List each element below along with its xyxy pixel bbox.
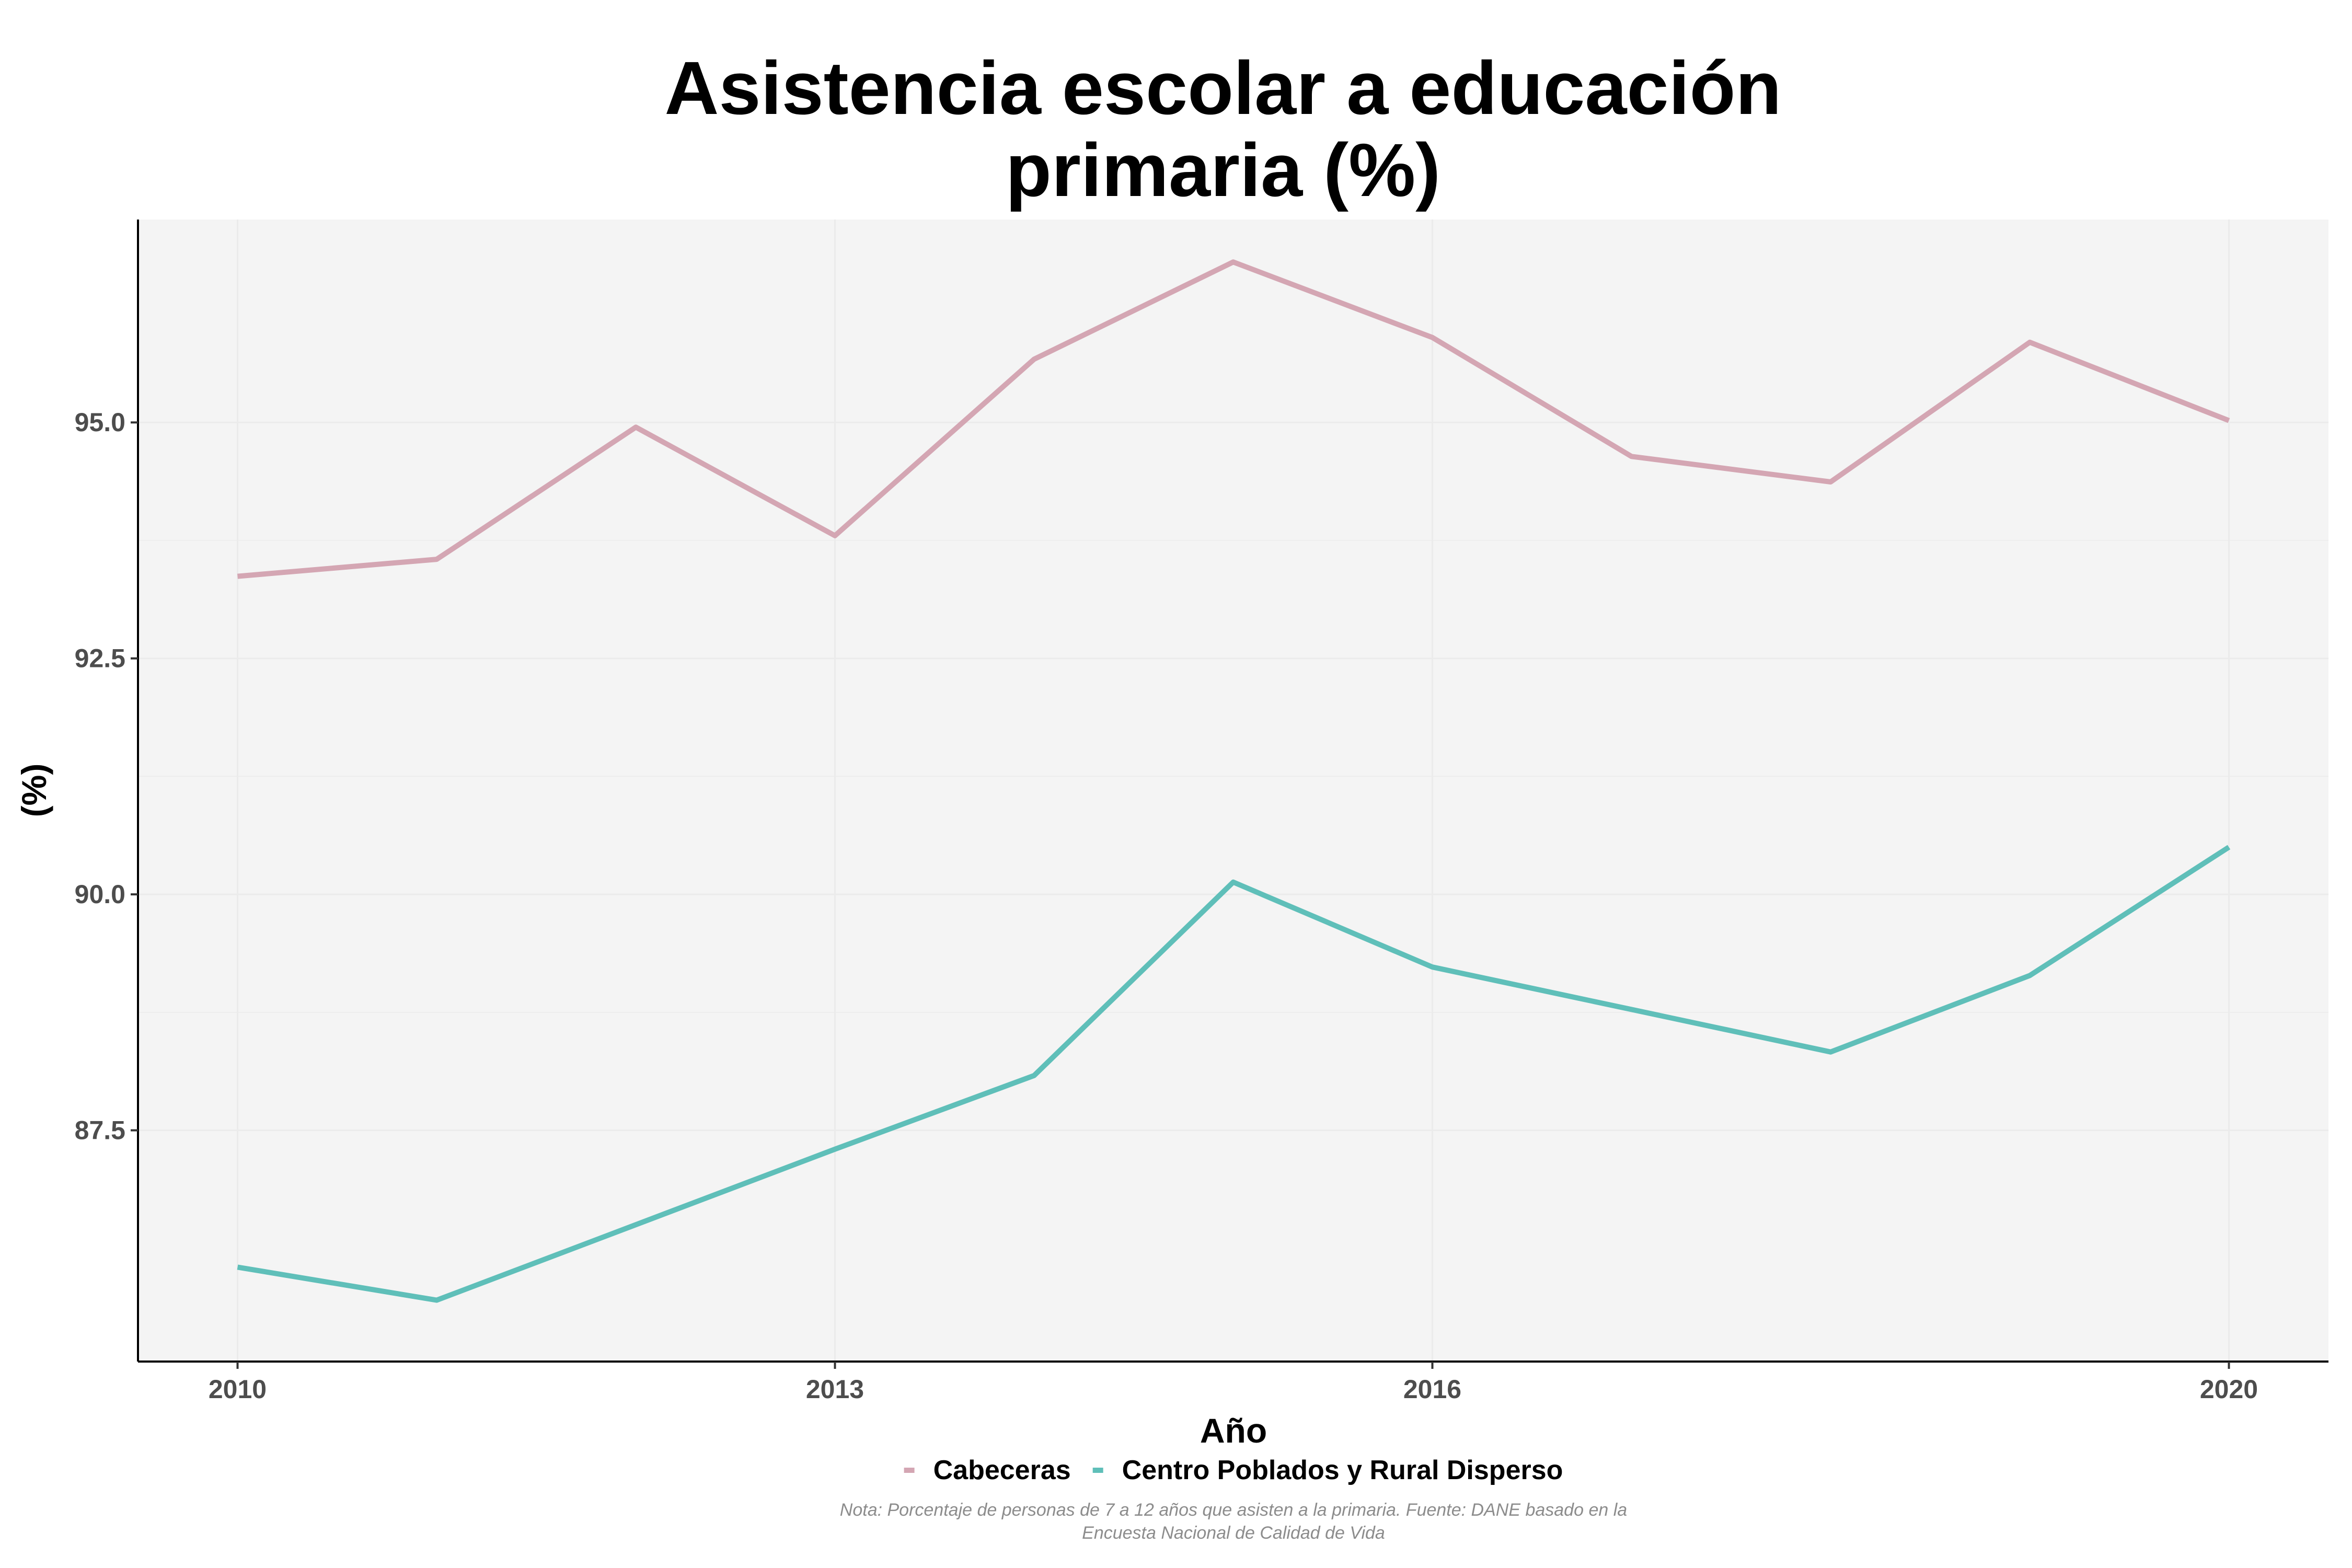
x-tick-label: 2013 (806, 1375, 864, 1404)
legend-item-2: Centro Poblados y Rural Disperso (1092, 1455, 1563, 1485)
y-tick-label: 90.0 (75, 880, 125, 909)
plot-panel (138, 220, 2328, 1362)
y-tick-label: 95.0 (75, 408, 125, 437)
chart-title-line-2: primaria (%) (1006, 128, 1440, 212)
chart-title-line-1: Asistencia escolar a educación (664, 46, 1781, 130)
x-axis-title: Año (1200, 1411, 1267, 1450)
y-tick-label: 87.5 (75, 1116, 125, 1145)
legend-item-1: Cabeceras (904, 1455, 1071, 1485)
series-line-2 (237, 845, 2231, 1303)
grid-lines (138, 220, 2328, 1362)
note-line-2: Encuesta Nacional de Calidad de Vida (1082, 1523, 1385, 1543)
series-line-1 (237, 259, 2230, 579)
y-tick-label: 92.5 (75, 644, 125, 673)
series-lines (237, 259, 2231, 1303)
y-axis-ticks: 87.5 90.0 92.5 95.0 (75, 408, 138, 1145)
legend: Cabeceras Centro Poblados y Rural Dispers… (904, 1455, 1563, 1485)
x-tick-label: 2016 (1403, 1375, 1461, 1404)
x-tick-label: 2010 (209, 1375, 267, 1404)
x-tick-label: 2020 (2200, 1375, 2258, 1404)
x-axis-ticks: 2010 2013 2016 2020 (209, 1362, 2258, 1404)
y-axis-title: (%) (15, 764, 53, 817)
note-line-1: Nota: Porcentaje de personas de 7 a 12 a… (840, 1500, 1627, 1520)
legend-label: Cabeceras (933, 1455, 1071, 1485)
chart-title: Asistencia escolar a educación primaria … (664, 46, 1781, 212)
legend-label: Centro Poblados y Rural Disperso (1122, 1455, 1563, 1485)
